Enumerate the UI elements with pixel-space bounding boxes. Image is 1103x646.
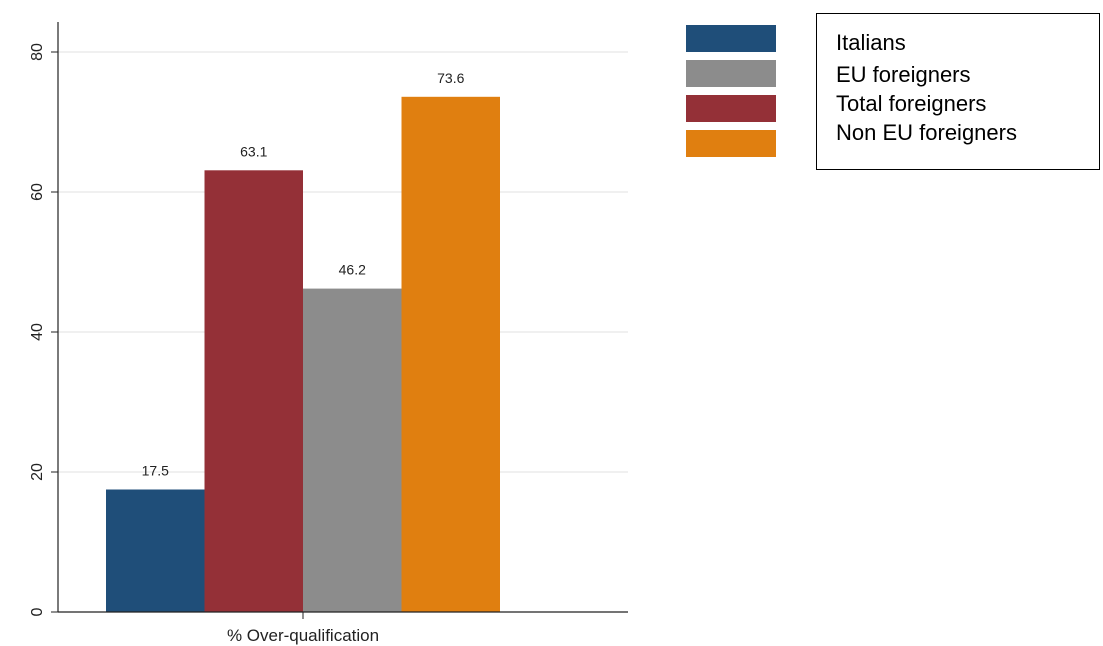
y-tick-label: 20 bbox=[29, 463, 46, 481]
y-tick-label: 40 bbox=[29, 323, 46, 341]
bars bbox=[106, 96, 500, 613]
bar-total-foreigners bbox=[204, 170, 303, 613]
y-tick-label: 80 bbox=[29, 43, 46, 61]
axes: 0 20 40 60 80 bbox=[29, 22, 628, 619]
bar-italians bbox=[106, 489, 205, 612]
data-label: 73.6 bbox=[437, 70, 464, 86]
data-label: 46.2 bbox=[339, 262, 366, 278]
data-label: 63.1 bbox=[240, 143, 267, 159]
bar-non-eu-foreigners bbox=[401, 96, 500, 613]
x-axis-label: % Over-qualification bbox=[227, 626, 379, 645]
legend-label: Non EU foreigners bbox=[836, 120, 1017, 145]
legend-label: Total foreigners bbox=[836, 91, 987, 116]
bar-eu-foreigners bbox=[303, 288, 402, 612]
legend-swatch bbox=[686, 130, 776, 157]
y-tick-label: 0 bbox=[29, 607, 46, 616]
bar-chart: 17.5 63.1 46.2 73.6 0 20 40 60 80 % Over-qualif… bbox=[29, 22, 628, 645]
legend-box bbox=[816, 13, 1100, 170]
legend-label: EU foreigners bbox=[836, 62, 971, 87]
legend-swatch bbox=[686, 95, 776, 122]
data-label: 17.5 bbox=[142, 463, 169, 479]
y-tick-label: 60 bbox=[29, 183, 46, 201]
data-labels: 17.5 63.1 46.2 73.6 bbox=[142, 70, 465, 479]
legend-swatch bbox=[686, 25, 776, 52]
legend-swatch bbox=[686, 60, 776, 87]
legend-label: Italians bbox=[836, 30, 906, 55]
